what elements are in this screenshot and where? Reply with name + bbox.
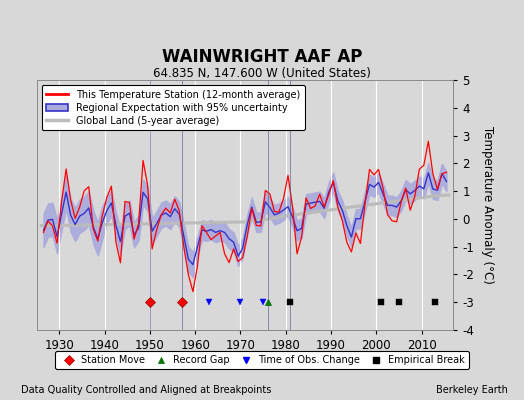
Legend: Station Move, Record Gap, Time of Obs. Change, Empirical Break: Station Move, Record Gap, Time of Obs. C… — [55, 351, 469, 369]
Text: WAINWRIGHT AAF AP: WAINWRIGHT AAF AP — [162, 48, 362, 66]
Legend: This Temperature Station (12-month average), Regional Expectation with 95% uncer: This Temperature Station (12-month avera… — [41, 85, 304, 130]
Text: 64.835 N, 147.600 W (United States): 64.835 N, 147.600 W (United States) — [153, 67, 371, 80]
Text: Data Quality Controlled and Aligned at Breakpoints: Data Quality Controlled and Aligned at B… — [21, 385, 271, 395]
Text: Berkeley Earth: Berkeley Earth — [436, 385, 508, 395]
Y-axis label: Temperature Anomaly (°C): Temperature Anomaly (°C) — [481, 126, 494, 284]
